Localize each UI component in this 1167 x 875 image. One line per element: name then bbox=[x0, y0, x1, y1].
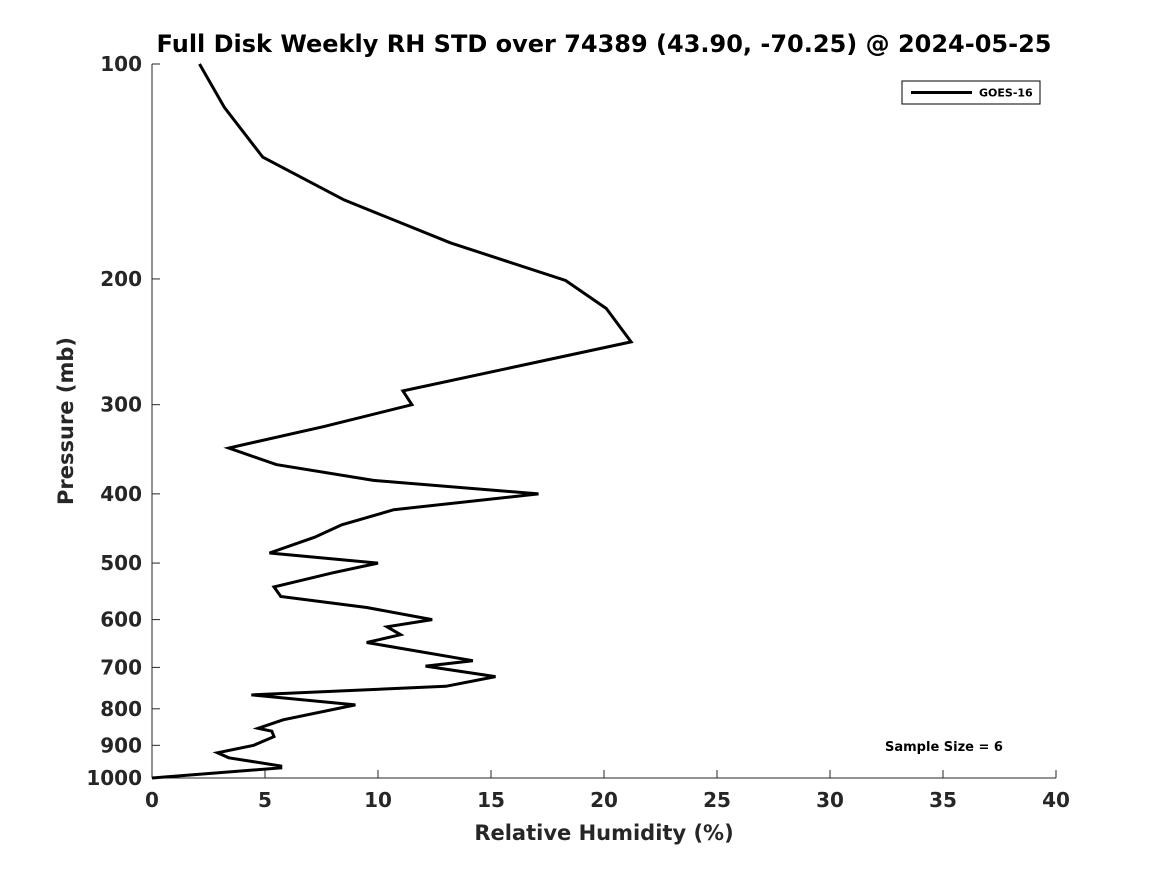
y-tick-label: 800 bbox=[100, 697, 142, 721]
y-tick-label: 1000 bbox=[86, 766, 142, 790]
y-axis-label: Pressure (mb) bbox=[54, 337, 78, 505]
chart-title: Full Disk Weekly RH STD over 74389 (43.9… bbox=[157, 30, 1052, 58]
y-axis-ticks: 100 200 300 400 500 600 700 800 900 1000 bbox=[86, 52, 160, 790]
x-tick-label: 35 bbox=[929, 788, 957, 812]
x-tick-label: 0 bbox=[145, 788, 159, 812]
y-tick-label: 100 bbox=[100, 52, 142, 76]
legend-label-goes-16: GOES-16 bbox=[979, 87, 1033, 100]
sample-size-annotation: Sample Size = 6 bbox=[885, 740, 1003, 755]
x-tick-label: 5 bbox=[258, 788, 272, 812]
x-tick-label: 25 bbox=[703, 788, 731, 812]
y-tick-label: 200 bbox=[100, 267, 142, 291]
y-tick-label: 600 bbox=[100, 608, 142, 632]
x-tick-label: 15 bbox=[477, 788, 505, 812]
series-layer bbox=[151, 63, 634, 780]
x-tick-label: 10 bbox=[364, 788, 392, 812]
series-line-goes-16 bbox=[151, 63, 634, 780]
y-tick-label: 300 bbox=[100, 393, 142, 417]
y-tick-label: 400 bbox=[100, 482, 142, 506]
y-tick-label: 700 bbox=[100, 655, 142, 679]
x-tick-label: 20 bbox=[590, 788, 618, 812]
x-axis-ticks: 0 5 10 15 20 25 30 35 40 bbox=[145, 770, 1070, 812]
x-tick-label: 30 bbox=[816, 788, 844, 812]
x-tick-label: 40 bbox=[1042, 788, 1070, 812]
y-tick-label: 900 bbox=[100, 733, 142, 757]
legend: GOES-16 bbox=[901, 80, 1041, 105]
x-axis-label: Relative Humidity (%) bbox=[474, 821, 733, 845]
y-tick-label: 500 bbox=[100, 551, 142, 575]
